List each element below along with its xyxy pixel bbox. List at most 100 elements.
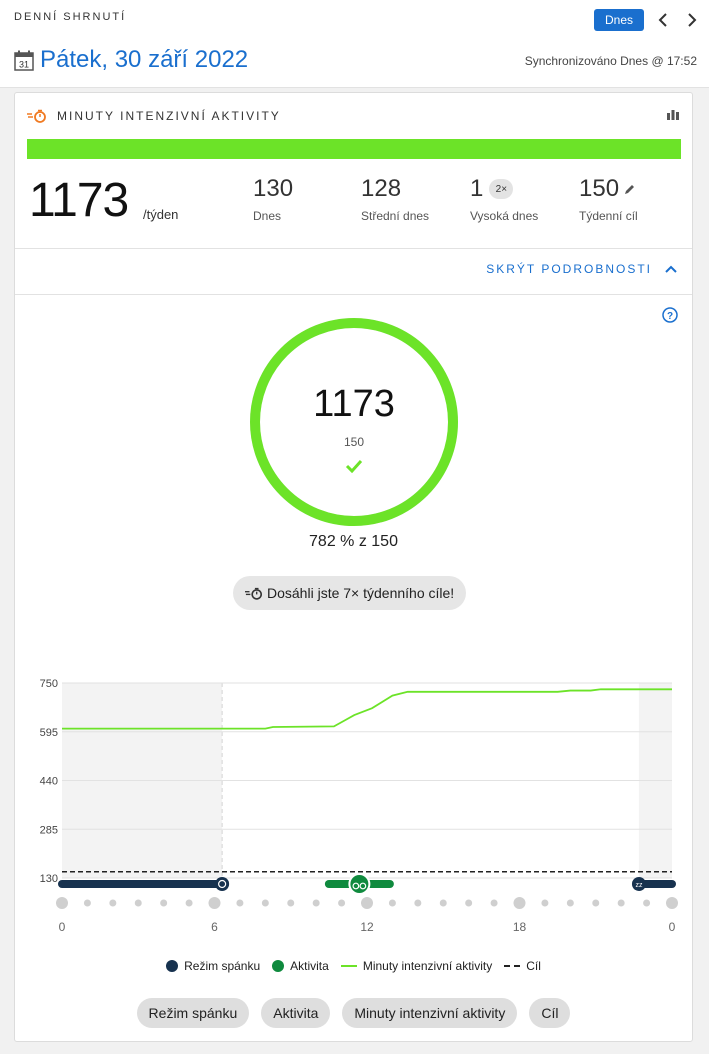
chart-series-line [62, 688, 672, 730]
stat-label: Vysoká dnes [470, 209, 539, 223]
chart-hour-dot [566, 899, 574, 907]
chart-hour-dot [361, 897, 373, 909]
legend-label: Minuty intenzivní aktivity [362, 959, 493, 973]
chart-y-tick-label: 285 [40, 824, 58, 836]
help-icon[interactable]: ? [662, 307, 678, 323]
legend-label: Aktivita [290, 959, 329, 973]
goal-ring: 1173 150 [249, 317, 459, 527]
weekly-progress-bar [27, 139, 681, 159]
chart-hour-dot [643, 899, 651, 907]
divider [15, 248, 692, 249]
chart-hour-dot [160, 899, 168, 907]
filter-intensity-button[interactable]: Minuty intenzivní aktivity [342, 998, 518, 1028]
calendar-icon[interactable]: 31 [14, 50, 34, 71]
chart-hour-dot [592, 899, 600, 907]
svg-text:?: ? [667, 311, 673, 322]
filter-activity-button[interactable]: Aktivita [261, 998, 331, 1028]
bike-icon [348, 873, 371, 895]
today-button[interactable]: Dnes [594, 9, 644, 31]
chart-x-tick-label: 0 [59, 920, 66, 934]
legend-swatch [272, 960, 285, 972]
stat-value: 128 [361, 175, 402, 202]
previous-day-button[interactable] [654, 9, 672, 31]
chart-hour-dot [490, 899, 498, 907]
legend-item-intensity: Minuty intenzivní aktivity [340, 959, 493, 973]
stat-label: Týdenní cíl [579, 209, 638, 223]
weekly-total-unit: /týden [143, 207, 179, 222]
ring-goal: 150 [343, 435, 365, 449]
sleep-icon [631, 877, 646, 891]
legend-label: Režim spánku [184, 959, 261, 973]
stat-value: 130 [253, 175, 294, 202]
chevron-right-icon [688, 13, 697, 27]
next-day-button[interactable] [683, 9, 701, 31]
divider [15, 294, 692, 295]
achievement-text: Dosáhli jste 7× týdenního cíle! [267, 585, 455, 601]
chart-hour-dot [109, 899, 117, 907]
bar-chart-icon[interactable] [666, 108, 680, 120]
stat-today: 130 Dnes [253, 175, 293, 223]
chart-hour-dot [287, 899, 295, 907]
stat-label: Dnes [253, 209, 282, 223]
legend-swatch [504, 965, 521, 967]
weekly-progress-fill [27, 139, 681, 159]
chart-hour-dot [541, 899, 549, 907]
intensity-minutes-icon [27, 109, 46, 123]
check-icon [345, 459, 363, 473]
chart-hour-dot [388, 899, 396, 907]
achievement-badge: Dosáhli jste 7× týdenního cíle! [233, 576, 467, 610]
sleep-icon-label: zz [635, 882, 643, 889]
card-title: MINUTY INTENZIVNÍ AKTIVITY [57, 109, 281, 123]
stat-value: 150 [579, 175, 620, 202]
stat-moderate: 128 Střední dnes [361, 175, 429, 223]
legend-item-sleep: Režim spánku [166, 959, 260, 973]
goal-percent-text: 782 % z 150 [309, 533, 398, 550]
chart-hour-dot [338, 899, 346, 907]
weekly-total-value: 1173 [29, 174, 129, 227]
chart-hour-dot [617, 899, 625, 907]
intensity-minutes-chart: 750 595 440 285 130 zz 0 6 12 18 0 [40, 678, 678, 934]
chevron-up-icon [665, 265, 677, 273]
filter-sleep-button[interactable]: Režim spánku [136, 998, 250, 1028]
chart-hour-dot [56, 897, 68, 909]
daily-summary-header: DENNÍ SHRNUTÍ Dnes 31 Pátek, 30 září 202… [0, 0, 709, 88]
ring-graphic [250, 318, 458, 526]
stat-label: Střední dnes [361, 209, 430, 223]
stat-value: 1 [470, 175, 484, 202]
chart-hour-dot [261, 899, 269, 907]
chart-hour-dot [414, 899, 422, 907]
chart-hour-dot [134, 899, 142, 907]
chart-hour-dot [236, 899, 244, 907]
clock-icon-face [218, 879, 227, 889]
legend-label: Cíl [526, 959, 541, 973]
chart-y-tick-label: 440 [40, 776, 58, 788]
chart-hour-dot [465, 899, 473, 907]
chart-hour-dot [208, 897, 221, 909]
filter-goal-button[interactable]: Cíl [529, 998, 571, 1028]
legend-swatch [166, 960, 179, 972]
chart-y-tick-label: 130 [40, 873, 58, 885]
chart-hour-dot [83, 899, 91, 907]
intensity-minutes-card: MINUTY INTENZIVNÍ AKTIVITY 1173 /týden 1… [14, 92, 693, 1042]
hide-details-label: SKRÝT PODROBNOSTI [486, 262, 652, 276]
chart-x-tick-label: 6 [211, 920, 218, 934]
stat-weekly-goal: 150 Týdenní cíl [579, 175, 638, 223]
section-label: DENNÍ SHRNUTÍ [14, 11, 127, 23]
chart-x-tick-label: 0 [669, 920, 676, 934]
bike-icon-wheel [359, 882, 367, 890]
chart-filters: Režim spánku Aktivita Minuty intenzivní … [15, 998, 692, 1028]
chart-y-tick-label: 595 [40, 727, 58, 739]
clock-icon [215, 877, 230, 891]
chart-hour-dot [185, 899, 193, 907]
sync-status: Synchronizováno Dnes @ 17:52 [524, 54, 697, 68]
chevron-left-icon [658, 13, 667, 27]
legend-item-activity: Aktivita [272, 959, 329, 973]
card-header: MINUTY INTENZIVNÍ AKTIVITY [27, 109, 281, 123]
page-title: Pátek, 30 září 2022 [40, 46, 249, 73]
chart-hour-dot [513, 897, 526, 909]
edit-goal-icon[interactable] [623, 183, 636, 196]
hide-details-button[interactable]: SKRÝT PODROBNOSTI [486, 262, 678, 276]
chart-y-tick-label: 750 [40, 678, 58, 690]
chart-x-tick-label: 12 [360, 920, 374, 934]
